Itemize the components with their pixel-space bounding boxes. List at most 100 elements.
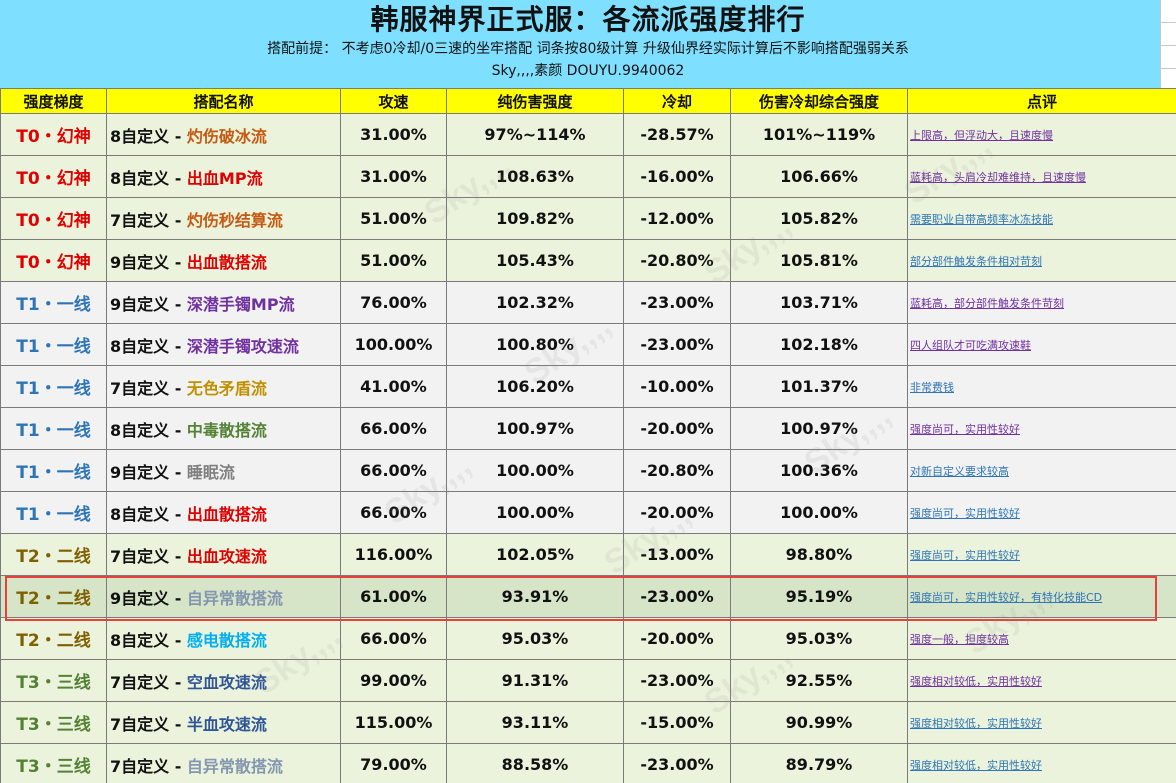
- comment-link[interactable]: 强度尚可，实用性较好，有特化技能CD: [907, 575, 1176, 618]
- header-cooldown[interactable]: 冷却: [623, 88, 731, 114]
- build-name-cell[interactable]: 7自定义 - 自异常散搭流: [106, 743, 341, 783]
- comment-link[interactable]: 强度相对较低，实用性较好: [907, 659, 1176, 702]
- table-row[interactable]: T1・一线 9自定义 - 睡眠流 66.00% 100.00% -20.80% 100.3…: [0, 449, 1176, 492]
- combined-strength-cell[interactable]: 101%~119%: [730, 113, 908, 156]
- comment-link[interactable]: 蓝耗高，头肩冷却难维持，且速度慢: [907, 155, 1176, 198]
- pure-damage-cell[interactable]: 93.91%: [446, 575, 624, 618]
- table-row[interactable]: T3・三线 7自定义 - 空血攻速流 99.00% 91.31% -23.00% 92.5…: [0, 659, 1176, 702]
- table-row[interactable]: T1・一线 8自定义 - 出血散搭流 66.00% 100.00% -20.00% 100…: [0, 491, 1176, 534]
- table-row[interactable]: T3・三线 7自定义 - 半血攻速流 115.00% 93.11% -15.00% 90.…: [0, 701, 1176, 744]
- table-row[interactable]: T1・一线 7自定义 - 无色矛盾流 41.00% 106.20% -10.00% 101…: [0, 365, 1176, 408]
- attack-speed-cell[interactable]: 116.00%: [340, 533, 447, 576]
- table-row[interactable]: T2・二线 8自定义 - 感电散搭流 66.00% 95.03% -20.00% 95.0…: [0, 617, 1176, 660]
- attack-speed-cell[interactable]: 99.00%: [340, 659, 447, 702]
- comment-link[interactable]: 上限高，但浮动大，且速度慢: [907, 113, 1176, 156]
- comment-link[interactable]: 对新自定义要求较高: [907, 449, 1176, 492]
- build-name-cell[interactable]: 9自定义 - 深潜手镯MP流: [106, 281, 341, 324]
- tier-cell[interactable]: T3・三线: [0, 743, 107, 783]
- build-name-cell[interactable]: 9自定义 - 自异常散搭流: [106, 575, 341, 618]
- build-name-cell[interactable]: 8自定义 - 深潜手镯攻速流: [106, 323, 341, 366]
- cooldown-cell[interactable]: -10.00%: [623, 365, 731, 408]
- attack-speed-cell[interactable]: 100.00%: [340, 323, 447, 366]
- tier-cell[interactable]: T0・幻神: [0, 197, 107, 240]
- tier-cell[interactable]: T0・幻神: [0, 155, 107, 198]
- tier-cell[interactable]: T0・幻神: [0, 113, 107, 156]
- build-name-cell[interactable]: 8自定义 - 中毒散搭流: [106, 407, 341, 450]
- header-pure-damage[interactable]: 纯伤害强度: [446, 88, 624, 114]
- table-row[interactable]: T1・一线 8自定义 - 中毒散搭流 66.00% 100.97% -20.00% 100…: [0, 407, 1176, 450]
- header-tier[interactable]: 强度梯度: [0, 88, 107, 114]
- comment-link[interactable]: 强度尚可，实用性较好: [907, 533, 1176, 576]
- attack-speed-cell[interactable]: 61.00%: [340, 575, 447, 618]
- build-name-cell[interactable]: 9自定义 - 出血散搭流: [106, 239, 341, 282]
- combined-strength-cell[interactable]: 103.71%: [730, 281, 908, 324]
- attack-speed-cell[interactable]: 31.00%: [340, 155, 447, 198]
- table-row[interactable]: T2・二线 9自定义 - 自异常散搭流 61.00% 93.91% -23.00% 95.…: [0, 575, 1176, 618]
- table-row[interactable]: T0・幻神 9自定义 - 出血散搭流 51.00% 105.43% -20.80% 105…: [0, 239, 1176, 282]
- cooldown-cell[interactable]: -20.00%: [623, 617, 731, 660]
- pure-damage-cell[interactable]: 88.58%: [446, 743, 624, 783]
- cooldown-cell[interactable]: -12.00%: [623, 197, 731, 240]
- pure-damage-cell[interactable]: 109.82%: [446, 197, 624, 240]
- attack-speed-cell[interactable]: 66.00%: [340, 449, 447, 492]
- attack-speed-cell[interactable]: 41.00%: [340, 365, 447, 408]
- pure-damage-cell[interactable]: 93.11%: [446, 701, 624, 744]
- pure-damage-cell[interactable]: 100.00%: [446, 449, 624, 492]
- pure-damage-cell[interactable]: 95.03%: [446, 617, 624, 660]
- cooldown-cell[interactable]: -23.00%: [623, 281, 731, 324]
- combined-strength-cell[interactable]: 106.66%: [730, 155, 908, 198]
- table-row[interactable]: T1・一线 9自定义 - 深潜手镯MP流 76.00% 102.32% -23.00% 1…: [0, 281, 1176, 324]
- header-combined-strength[interactable]: 伤害冷却综合强度: [730, 88, 908, 114]
- combined-strength-cell[interactable]: 102.18%: [730, 323, 908, 366]
- combined-strength-cell[interactable]: 92.55%: [730, 659, 908, 702]
- pure-damage-cell[interactable]: 108.63%: [446, 155, 624, 198]
- build-name-cell[interactable]: 7自定义 - 灼伤秒结算流: [106, 197, 341, 240]
- table-row[interactable]: T0・幻神 7自定义 - 灼伤秒结算流 51.00% 109.82% -12.00% 10…: [0, 197, 1176, 240]
- tier-cell[interactable]: T1・一线: [0, 407, 107, 450]
- edge-cell[interactable]: [1161, 23, 1176, 46]
- tier-cell[interactable]: T1・一线: [0, 449, 107, 492]
- cooldown-cell[interactable]: -23.00%: [623, 323, 731, 366]
- attack-speed-cell[interactable]: 76.00%: [340, 281, 447, 324]
- cooldown-cell[interactable]: -20.80%: [623, 449, 731, 492]
- comment-link[interactable]: 强度相对较低，实用性较好: [907, 701, 1176, 744]
- cooldown-cell[interactable]: -23.00%: [623, 575, 731, 618]
- build-name-cell[interactable]: 7自定义 - 无色矛盾流: [106, 365, 341, 408]
- cooldown-cell[interactable]: -23.00%: [623, 743, 731, 783]
- tier-cell[interactable]: T3・三线: [0, 659, 107, 702]
- comment-link[interactable]: 强度相对较低，实用性较好: [907, 743, 1176, 783]
- attack-speed-cell[interactable]: 66.00%: [340, 407, 447, 450]
- tier-cell[interactable]: T3・三线: [0, 701, 107, 744]
- tier-cell[interactable]: T1・一线: [0, 491, 107, 534]
- combined-strength-cell[interactable]: 101.37%: [730, 365, 908, 408]
- pure-damage-cell[interactable]: 102.05%: [446, 533, 624, 576]
- build-name-cell[interactable]: 8自定义 - 感电散搭流: [106, 617, 341, 660]
- table-row[interactable]: T0・幻神 8自定义 - 出血MP流 31.00% 108.63% -16.00% 106…: [0, 155, 1176, 198]
- combined-strength-cell[interactable]: 100.00%: [730, 491, 908, 534]
- cooldown-cell[interactable]: -20.00%: [623, 491, 731, 534]
- comment-link[interactable]: 非常费钱: [907, 365, 1176, 408]
- table-row[interactable]: T2・二线 7自定义 - 出血攻速流 116.00% 102.05% -13.00% 98…: [0, 533, 1176, 576]
- pure-damage-cell[interactable]: 100.80%: [446, 323, 624, 366]
- combined-strength-cell[interactable]: 95.03%: [730, 617, 908, 660]
- tier-cell[interactable]: T2・二线: [0, 533, 107, 576]
- combined-strength-cell[interactable]: 105.81%: [730, 239, 908, 282]
- attack-speed-cell[interactable]: 31.00%: [340, 113, 447, 156]
- pure-damage-cell[interactable]: 97%~114%: [446, 113, 624, 156]
- pure-damage-cell[interactable]: 91.31%: [446, 659, 624, 702]
- tier-cell[interactable]: T0・幻神: [0, 239, 107, 282]
- pure-damage-cell[interactable]: 106.20%: [446, 365, 624, 408]
- cooldown-cell[interactable]: -16.00%: [623, 155, 731, 198]
- cooldown-cell[interactable]: -23.00%: [623, 659, 731, 702]
- build-name-cell[interactable]: 8自定义 - 出血MP流: [106, 155, 341, 198]
- comment-link[interactable]: 强度尚可，实用性较好: [907, 407, 1176, 450]
- attack-speed-cell[interactable]: 66.00%: [340, 491, 447, 534]
- comment-link[interactable]: 部分部件触发条件相对苛刻: [907, 239, 1176, 282]
- comment-link[interactable]: 强度尚可，实用性较好: [907, 491, 1176, 534]
- edge-cell[interactable]: [1161, 0, 1176, 23]
- tier-cell[interactable]: T2・二线: [0, 617, 107, 660]
- combined-strength-cell[interactable]: 89.79%: [730, 743, 908, 783]
- build-name-cell[interactable]: 7自定义 - 出血攻速流: [106, 533, 341, 576]
- cooldown-cell[interactable]: -13.00%: [623, 533, 731, 576]
- combined-strength-cell[interactable]: 95.19%: [730, 575, 908, 618]
